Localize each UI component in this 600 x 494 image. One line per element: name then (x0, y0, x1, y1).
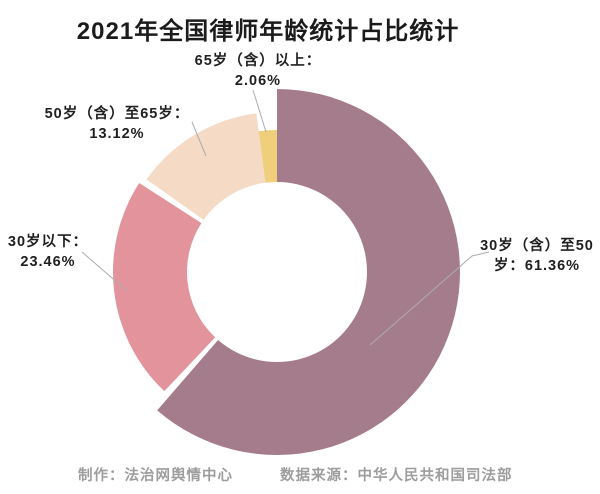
chart-title: 2021年全国律师年龄统计占比统计 (76, 18, 460, 45)
leader-line-30岁（含）至50岁 (369, 251, 490, 346)
slice-label-line: 50岁（含）至65岁： (44, 106, 190, 122)
leader-line-65岁（含）以上 (252, 89, 267, 133)
slice-label-50-65: 50岁（含）至65岁： 13.12% (45, 104, 190, 144)
slice-label-65-plus: 65岁（含）以上： 2.06% (195, 51, 322, 91)
slice-30岁（含）至50岁[interactable] (157, 89, 460, 455)
slice-30岁以下[interactable] (112, 183, 216, 392)
slice-label-value: 13.12% (89, 126, 145, 142)
slice-label-value: 2.06% (234, 73, 282, 89)
slice-label-30-50: 30岁（含）至50 岁：61.36% (480, 236, 594, 276)
slice-label-line: 65岁（含）以上： (194, 53, 322, 69)
slice-label-value: 岁：61.36% (493, 258, 581, 274)
slice-label-line: 30岁以下： (7, 234, 89, 250)
slice-label-under-30: 30岁以下： 23.46% (8, 232, 88, 272)
slice-50岁（含）至65岁[interactable] (146, 113, 266, 220)
leader-line-30岁以下 (81, 251, 128, 292)
slice-65岁（含）以上[interactable] (258, 130, 277, 183)
data-source-credit: 数据来源：中华人民共和国司法部 (280, 468, 513, 484)
slice-label-line: 30岁（含）至50 (480, 238, 594, 254)
slice-label-value: 23.46% (20, 254, 76, 270)
leader-line-50岁（含）至65岁 (191, 121, 207, 157)
producer-credit: 制作：法治网舆情中心 (78, 468, 233, 484)
